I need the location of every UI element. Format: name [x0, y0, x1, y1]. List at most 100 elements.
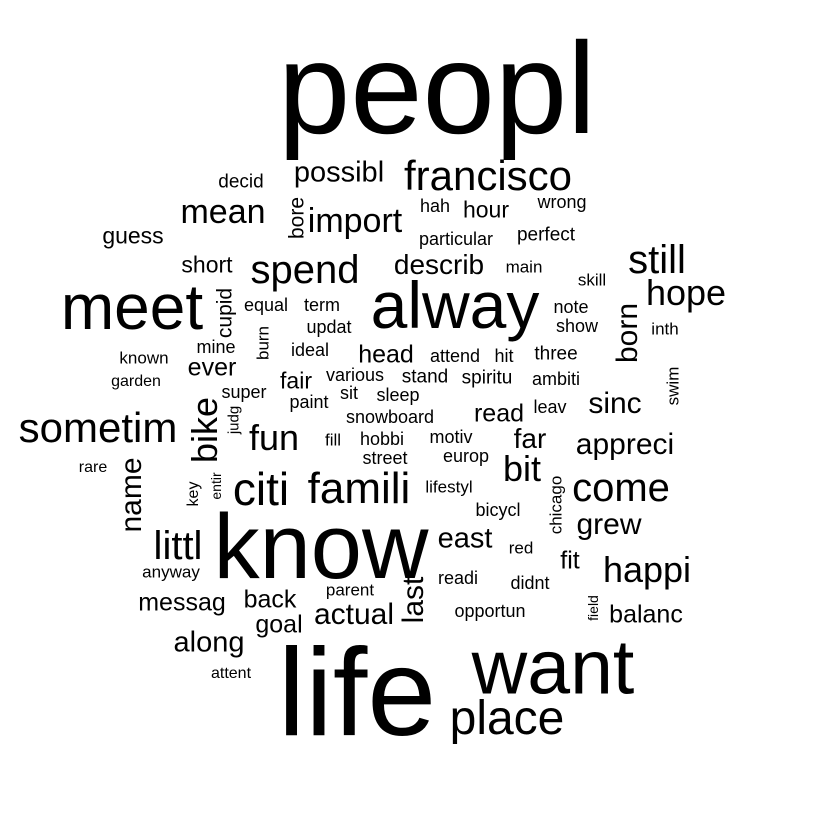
word: hour [462, 196, 510, 223]
word: hope [645, 272, 727, 313]
word: place [449, 692, 565, 745]
word: field [585, 595, 601, 621]
word: famili [307, 464, 411, 513]
word: grew [576, 508, 642, 541]
word: guess [102, 222, 164, 249]
word: fair [280, 367, 312, 394]
word: know [213, 496, 429, 598]
word: fit [560, 546, 580, 575]
word: street [362, 448, 408, 468]
word: show [555, 316, 599, 336]
word: born [611, 302, 644, 364]
word: peopl [277, 15, 597, 161]
word: fun [248, 417, 300, 458]
word: hobbi [359, 429, 405, 449]
word: meet [60, 271, 204, 343]
word: describ [393, 249, 485, 280]
word: name [115, 457, 148, 533]
word: term [304, 295, 340, 315]
word: judg [225, 405, 243, 435]
word: cupid [213, 287, 237, 339]
word: particular [418, 229, 494, 249]
word: main [505, 257, 543, 277]
word: three [534, 343, 578, 365]
word: equal [243, 295, 289, 315]
word: anyway [142, 562, 200, 582]
word: possibl [293, 156, 385, 189]
word: known [119, 348, 169, 368]
word: swim [663, 366, 683, 406]
word: wrong [537, 192, 587, 212]
word: ideal [290, 340, 330, 360]
word: fill [324, 430, 342, 450]
word: inth [651, 319, 679, 339]
word: rare [78, 459, 108, 476]
word: motiv [429, 427, 473, 447]
word: citi [232, 463, 290, 515]
word: entir [208, 472, 224, 500]
word: ever [187, 353, 237, 382]
word: leav [533, 397, 567, 417]
word: burn [253, 325, 273, 361]
word: alway [370, 268, 540, 342]
word: didnt [510, 573, 550, 593]
word: hit [494, 346, 514, 366]
word: skill [577, 270, 607, 290]
word: bit [502, 448, 542, 489]
word: bicycl [475, 500, 521, 520]
word: garden [111, 373, 161, 390]
word: still [628, 238, 686, 282]
word: sometim [18, 404, 178, 451]
word: happi [602, 549, 692, 590]
word: back [243, 585, 297, 614]
word: note [553, 297, 589, 317]
word: last [397, 576, 430, 624]
word: opportun [454, 601, 526, 621]
word: attend [429, 346, 481, 366]
word: balanc [609, 600, 683, 629]
word: bike [184, 396, 225, 464]
word: actual [313, 598, 395, 631]
word: far [513, 423, 547, 454]
word: short [181, 251, 233, 278]
word: messag [138, 588, 226, 617]
word: goal [255, 610, 303, 639]
word: appreci [575, 428, 675, 461]
word: updat [306, 317, 352, 337]
word: paint [289, 392, 329, 412]
word: import [307, 202, 403, 240]
word: mine [196, 337, 236, 357]
word: francisco [403, 152, 573, 199]
word: sleep [376, 385, 420, 405]
word: hah [419, 196, 451, 216]
word: bore [285, 196, 309, 240]
word: attent [210, 665, 252, 682]
word: sinc [588, 387, 642, 420]
word: perfect [516, 224, 576, 246]
word: want [471, 624, 635, 711]
word: red [508, 538, 534, 558]
word: lifestyl [425, 477, 473, 497]
word: super [221, 382, 267, 402]
word: spiritu [461, 367, 513, 389]
word: europ [442, 446, 490, 466]
word: along [173, 626, 245, 659]
word: stand [401, 366, 449, 388]
word: mean [180, 193, 266, 231]
word: head [358, 340, 414, 369]
word: come [572, 466, 670, 510]
word: snowboard [345, 407, 435, 427]
word: various [325, 365, 385, 385]
word: life [277, 624, 437, 762]
word: sit [340, 383, 358, 403]
word: chicago [546, 475, 566, 535]
word: ambiti [531, 369, 581, 389]
word: littl [153, 524, 203, 568]
word: readi [437, 568, 479, 588]
word: east [437, 522, 493, 555]
word: decid [218, 171, 264, 193]
word: parent [325, 580, 375, 600]
word: key [185, 481, 202, 507]
word: spend [250, 248, 360, 292]
